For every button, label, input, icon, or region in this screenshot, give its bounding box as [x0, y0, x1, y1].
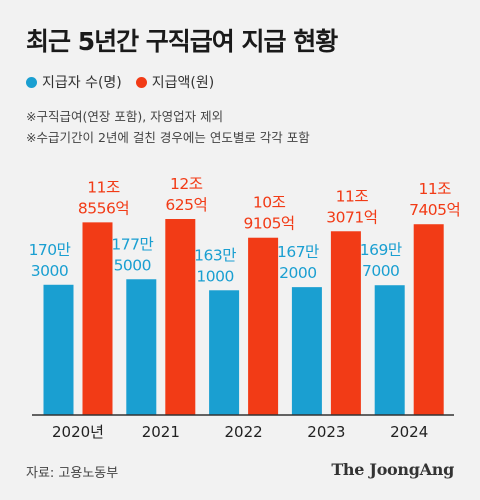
bar-amount-5: [413, 224, 444, 415]
x-tick-label-2: 2021: [142, 423, 180, 441]
x-tick-label-3: 2022: [225, 423, 263, 441]
bar-recipients-5: [374, 285, 405, 415]
bar-amount-1: [82, 222, 113, 415]
chart-title: 최근 5년간 구직급여 지급 현황: [26, 27, 338, 56]
legend-label-amount: 지급액(원): [151, 75, 215, 91]
bar-recipients-4: [291, 287, 322, 415]
brand-logo: The JoongAng: [331, 460, 454, 479]
data-label-recipients-5-line-2: 7000: [362, 262, 399, 280]
bar-recipients-2: [126, 279, 157, 415]
note-1: ※구직급여(연장 포함), 자영업자 제외: [26, 109, 224, 124]
data-label-amount-2-line-1: 12조: [170, 175, 203, 193]
data-label-recipients-3-line-1: 163만: [194, 246, 236, 264]
legend-dot-amount: [135, 76, 147, 88]
data-label-amount-2-line-2: 625억: [165, 196, 207, 214]
data-label-amount-4-line-2: 3071억: [326, 208, 377, 226]
bar-recipients-1: [43, 284, 74, 415]
legend-dot-recipients: [26, 76, 37, 88]
data-label-recipients-1-line-2: 3000: [31, 262, 68, 280]
source-text: 자료: 고용노동부: [26, 466, 119, 481]
data-label-amount-1-line-2: 8556억: [78, 199, 129, 217]
data-label-recipients-1-line-1: 170만: [29, 241, 71, 259]
bar-amount-4: [330, 231, 361, 415]
bar-amount-2: [165, 219, 196, 415]
data-label-recipients-4-line-1: 167만: [277, 243, 319, 261]
legend: 지급자 수(명) 지급액(원): [26, 72, 228, 92]
data-label-recipients-3-line-2: 1000: [196, 267, 233, 285]
chart-notes: ※구직급여(연장 포함), 자영업자 제외 ※수급기간이 2년에 걸친 경우에는…: [26, 106, 310, 148]
data-label-amount-5-line-1: 11조: [418, 180, 451, 198]
bar-recipients-3: [209, 290, 240, 415]
x-tick-label-5: 2024: [390, 423, 428, 441]
data-label-recipients-2-line-2: 5000: [114, 256, 151, 274]
bar-amount-3: [248, 237, 279, 415]
data-label-recipients-4-line-2: 2000: [279, 264, 316, 282]
data-label-recipients-2-line-1: 177만: [111, 235, 153, 253]
data-label-amount-3-line-2: 9105억: [243, 215, 294, 233]
x-tick-label-1: 2020년: [52, 423, 104, 441]
legend-item-amount: 지급액(원): [135, 72, 215, 92]
data-label-amount-3-line-1: 10조: [253, 194, 286, 212]
note-2: ※수급기간이 2년에 걸친 경우에는 연도별로 각각 포함: [26, 130, 310, 145]
data-label-amount-1-line-1: 11조: [87, 178, 120, 196]
data-label-amount-5-line-2: 7405억: [409, 201, 460, 219]
legend-label-recipients: 지급자 수(명): [42, 75, 122, 91]
data-label-recipients-5-line-1: 169만: [360, 241, 402, 259]
data-label-amount-4-line-1: 11조: [336, 187, 369, 205]
legend-item-recipients: 지급자 수(명): [26, 72, 122, 92]
x-tick-label-4: 2023: [307, 423, 345, 441]
